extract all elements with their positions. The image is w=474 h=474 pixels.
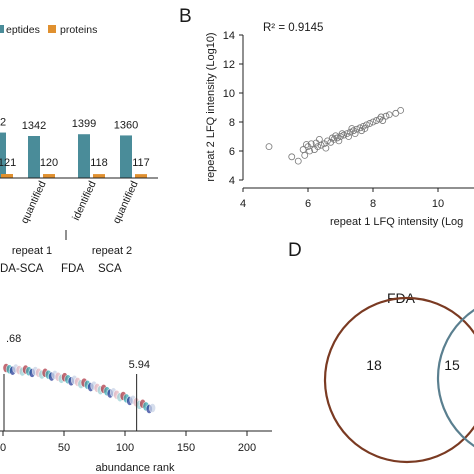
x-tick-label: 6 [305, 198, 311, 210]
scatter-point [377, 113, 385, 121]
scatter-point [338, 130, 346, 138]
x-tick-label: 100 [116, 442, 134, 454]
panel-a: eptides proteins 521211342120quantified1… [0, 24, 158, 257]
y-tick-label: 14 [223, 30, 235, 42]
scatter-point [369, 118, 377, 126]
bar-label-proteins: 121 [0, 157, 16, 169]
bar-proteins [93, 174, 105, 178]
scatter-point [359, 122, 367, 130]
panel-c: DA-SCA FDA SCA 0 50 100 150 200 .68 5.94 abun… [0, 263, 272, 474]
bar-label-peptides: 1342 [22, 120, 46, 132]
legend-swatch-proteins [48, 25, 56, 33]
category-label: quantified [111, 179, 141, 225]
scatter-point [346, 128, 354, 136]
bar-proteins [1, 174, 13, 178]
curve-point [149, 403, 157, 413]
legend-label-da-sca: DA-SCA [0, 263, 44, 275]
legend-label-fda: FDA [61, 263, 84, 275]
scatter-point [379, 117, 387, 124]
scatter-point [366, 120, 374, 127]
x-tick-label: 8 [370, 198, 376, 210]
y-tick-label: 8 [229, 117, 235, 129]
x-tick-label: 4 [240, 198, 246, 210]
venn-circle-left [323, 296, 474, 464]
bar-peptides [120, 135, 132, 178]
venn-value-overlap: 15 [444, 357, 460, 373]
category-label: identified [70, 179, 99, 222]
bar-label-peptides: 1360 [114, 119, 138, 131]
category-label: quantified [19, 179, 49, 225]
x-tick-label: 150 [177, 442, 195, 454]
scatter-point [385, 111, 393, 119]
bar-label-proteins: 120 [40, 157, 58, 169]
legend-label-sca: SCA [98, 263, 122, 275]
y-tick-label: 6 [229, 146, 235, 158]
x-tick-label: 50 [58, 442, 70, 454]
scatter-point [348, 125, 356, 132]
bar-proteins [135, 174, 147, 178]
scatter-point [397, 107, 405, 114]
scatter-point [363, 121, 370, 129]
scatter-point [324, 137, 331, 145]
panel-letter-b: B [179, 6, 192, 27]
scatter-point [335, 137, 343, 145]
scatter-point [330, 135, 338, 143]
r-squared-annotation: R² = 0.9145 [263, 22, 323, 34]
scatter-point [345, 133, 353, 140]
scatter-point [376, 115, 383, 123]
legend-swatch-peptides [0, 25, 4, 33]
scatter-point [351, 130, 359, 138]
bar-peptides [78, 134, 90, 178]
x-axis-label: repeat 1 LFQ intensity (Log [330, 216, 463, 228]
legend-label-peptides: eptides [6, 24, 40, 36]
venn-value-left-only: 18 [366, 357, 382, 373]
panel-b: B R² = 0.9145 4 6 8 10 12 14 4 6 8 10 repeat 2 LF… [179, 6, 474, 228]
scatter-point [392, 109, 400, 117]
scatter-point [301, 151, 309, 159]
group-label-repeat-2: repeat 2 [92, 245, 132, 257]
scatter-point [288, 153, 296, 161]
scatter-point [306, 147, 314, 155]
bar-label-peptides: 1399 [72, 118, 96, 130]
y-tick-label: 4 [229, 175, 235, 187]
scatter-point [353, 125, 361, 133]
group-label-repeat-1: repeat 1 [12, 245, 52, 257]
x-tick-label: 200 [238, 442, 256, 454]
legend-label-proteins: proteins [60, 24, 97, 36]
bar-label-proteins: 118 [90, 157, 108, 169]
bar-proteins [43, 174, 55, 178]
scatter-point [340, 131, 348, 139]
x-tick-label: 10 [432, 198, 444, 210]
scatter-point [265, 143, 273, 151]
scatter-point [332, 132, 340, 140]
y-axis-label: repeat 2 LFQ intensity (Log10) [205, 32, 217, 181]
bar-label-peptides: 52 [0, 117, 6, 129]
annotation-label: 5.94 [129, 359, 150, 371]
bar-label-proteins: 117 [132, 157, 150, 169]
scatter-point [315, 135, 323, 143]
y-tick-label: 12 [223, 59, 235, 71]
scatter-point [322, 144, 330, 152]
scatter-point [312, 139, 320, 147]
bar-peptides [0, 132, 6, 178]
panel-d: D FDA 18 15 [288, 240, 474, 464]
venn-circle-right [436, 308, 474, 448]
bar-peptides [28, 136, 40, 178]
scatter-point [361, 125, 369, 132]
annotation-label: .68 [6, 333, 21, 345]
panel-letter-d: D [288, 240, 302, 261]
x-axis-label: abundance rank [96, 462, 175, 474]
scatter-point [294, 157, 302, 165]
y-tick-label: 10 [223, 88, 235, 100]
scatter-point [382, 112, 390, 120]
scatter-point [314, 143, 322, 151]
scatter-point [307, 140, 315, 148]
scatter-point [302, 141, 310, 148]
x-tick-label: 0 [0, 442, 6, 454]
scatter-point [372, 117, 380, 124]
